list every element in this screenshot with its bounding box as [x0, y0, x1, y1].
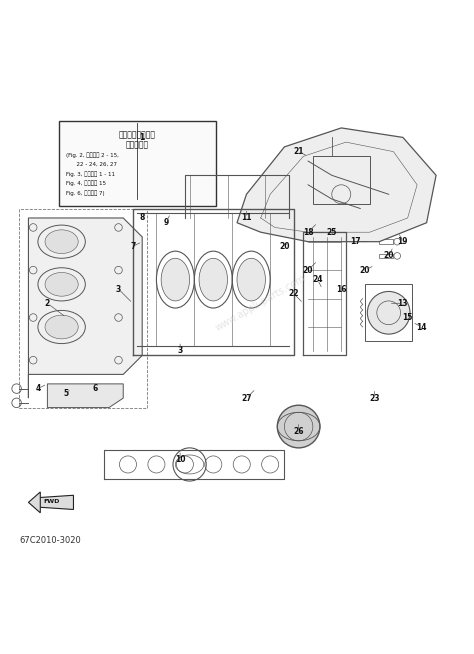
Circle shape [367, 292, 410, 334]
Text: 1: 1 [139, 133, 145, 142]
Polygon shape [28, 492, 40, 513]
Polygon shape [237, 128, 436, 242]
Text: 13: 13 [398, 299, 408, 308]
Polygon shape [28, 218, 142, 398]
Text: 25: 25 [327, 228, 337, 237]
Polygon shape [47, 384, 123, 407]
Bar [379, 239, 393, 244]
Text: 6: 6 [92, 384, 98, 393]
Text: FWD: FWD [43, 500, 59, 504]
Text: 23: 23 [369, 394, 380, 403]
Text: 19: 19 [398, 237, 408, 246]
Text: 20: 20 [303, 266, 313, 275]
Bar [365, 284, 412, 341]
Text: www.appli-parts.com: www.appli-parts.com [214, 273, 308, 334]
Text: 4: 4 [35, 384, 41, 393]
Text: 15: 15 [402, 313, 413, 322]
Text: 16: 16 [336, 284, 346, 294]
Text: 22 - 24, 26, 27: 22 - 24, 26, 27 [66, 162, 118, 167]
Text: 5: 5 [64, 389, 69, 398]
Ellipse shape [45, 315, 78, 339]
Text: 18: 18 [303, 228, 313, 237]
Ellipse shape [237, 258, 265, 301]
Text: 20: 20 [383, 251, 394, 260]
Text: (Fig. 2, 見出番号 2 - 15,: (Fig. 2, 見出番号 2 - 15, [66, 152, 119, 158]
Text: Fig. 3, 見出番号 1 - 11: Fig. 3, 見出番号 1 - 11 [66, 171, 115, 177]
Bar [19, 209, 147, 407]
Text: 11: 11 [241, 213, 252, 222]
Text: 17: 17 [350, 237, 361, 246]
Text: 20: 20 [360, 266, 370, 275]
Text: 8: 8 [139, 213, 145, 222]
Text: 24: 24 [312, 275, 323, 284]
Text: Fig. 4, 見出番号 15: Fig. 4, 見出番号 15 [66, 181, 106, 186]
Text: 27: 27 [241, 394, 252, 403]
Text: 3: 3 [177, 346, 183, 355]
Bar [313, 156, 370, 204]
Text: 2: 2 [45, 299, 50, 308]
Text: アセンブリ: アセンブリ [126, 141, 149, 150]
Text: 14: 14 [417, 322, 427, 332]
Ellipse shape [199, 258, 228, 301]
Polygon shape [38, 495, 73, 509]
Text: 20: 20 [279, 242, 290, 251]
Ellipse shape [161, 258, 190, 301]
Circle shape [277, 405, 320, 448]
Text: 21: 21 [293, 147, 304, 156]
Text: 3: 3 [116, 284, 121, 294]
Bar [379, 211, 393, 216]
FancyBboxPatch shape [59, 121, 216, 206]
Text: 26: 26 [293, 427, 304, 436]
Text: 22: 22 [289, 289, 299, 298]
Text: Fig. 6, 見出番号 7): Fig. 6, 見出番号 7) [66, 190, 105, 196]
Text: 7: 7 [130, 242, 136, 251]
Ellipse shape [45, 230, 78, 254]
Text: 10: 10 [175, 455, 185, 464]
Bar [379, 225, 393, 230]
Ellipse shape [45, 273, 78, 296]
Text: 9: 9 [163, 218, 169, 227]
Text: 67C2010-3020: 67C2010-3020 [19, 536, 81, 545]
Text: シリンダブロック: シリンダブロック [119, 130, 156, 139]
Bar [379, 254, 393, 258]
